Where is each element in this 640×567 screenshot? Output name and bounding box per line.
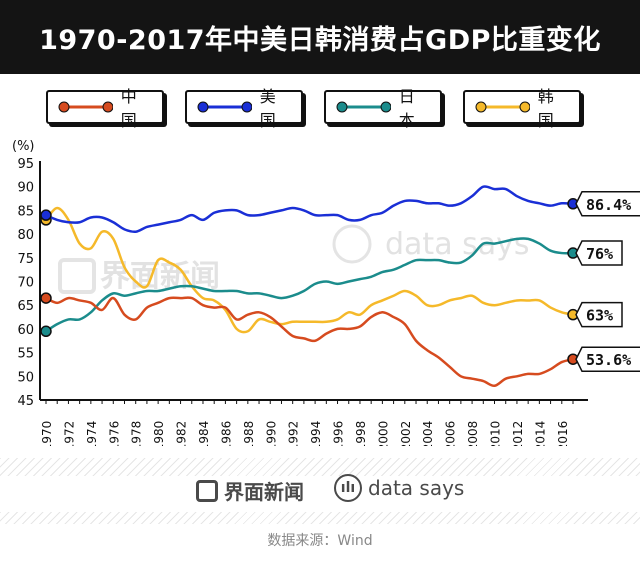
x-tick-label: 1982	[175, 421, 189, 446]
jiemian-logo-icon	[196, 479, 218, 502]
divider-hatch	[0, 458, 640, 476]
x-tick-label: 2000	[376, 421, 390, 446]
x-tick-label: 1986	[219, 421, 233, 446]
legend-line-icon	[58, 101, 113, 113]
y-tick-label: 55	[17, 347, 34, 362]
datasays-logo: ılı data says	[334, 474, 464, 502]
x-tick-label: 1974	[85, 421, 99, 446]
chart-title: 1970-2017年中美日韩消费占GDP比重变化	[0, 0, 640, 74]
y-tick-label: 60	[17, 323, 34, 338]
legend-item-japan: 日本	[324, 87, 442, 130]
legend-label: 美国	[259, 87, 276, 130]
series-start-marker	[40, 292, 52, 304]
end-value-label: 86.4%	[586, 196, 631, 214]
end-value-label: 53.6%	[586, 351, 631, 369]
x-tick-label: 2008	[466, 421, 480, 446]
watermark-text: data says	[385, 227, 530, 262]
divider-hatch	[0, 512, 640, 524]
legend-item-usa: 美国	[185, 87, 303, 130]
y-tick-label: 65	[17, 299, 34, 314]
series-line-1	[44, 185, 575, 234]
x-tick-label: 1992	[287, 421, 301, 446]
legend-label: 中国	[120, 87, 137, 130]
series-line-3	[44, 206, 575, 334]
jiemian-logo-text: 界面新闻	[224, 480, 304, 504]
y-tick-label: 95	[17, 157, 34, 172]
legend-label: 韩国	[537, 87, 554, 130]
end-label-box	[575, 301, 623, 328]
datasays-logo-icon: ılı	[334, 474, 362, 502]
end-value-label: 76%	[586, 245, 613, 263]
x-tick-label: 1980	[152, 421, 166, 446]
series-start-marker	[40, 325, 52, 338]
y-tick-label: 75	[17, 252, 34, 267]
datasays-logo-text: data says	[368, 476, 465, 500]
x-tick-label: 1972	[62, 421, 76, 446]
legend-line-icon	[475, 101, 530, 113]
jiemian-logo: 界面新闻	[196, 476, 304, 505]
watermark-logo-icon	[58, 258, 96, 294]
x-tick-label: 1990	[264, 421, 278, 446]
x-tick-label: 1996	[332, 421, 346, 446]
legend-item-china: 中国	[46, 87, 164, 130]
end-label-box	[575, 346, 640, 372]
y-tick-label: 70	[17, 276, 34, 291]
x-tick-label: 2012	[511, 421, 525, 446]
watermark-logo-icon	[332, 224, 372, 264]
x-tick-label: 1978	[130, 421, 144, 446]
y-tick-label: 45	[17, 394, 34, 409]
source-note: 数据来源：Wind	[267, 533, 373, 549]
series-line-0	[44, 296, 575, 388]
x-tick-label: 1998	[354, 421, 368, 446]
legend-label: 日本	[398, 87, 415, 130]
x-tick-label: 2002	[399, 421, 413, 446]
x-tick-label: 2014	[533, 421, 547, 446]
x-tick-label: 1994	[309, 421, 323, 446]
y-tick-label: 80	[17, 228, 34, 243]
x-tick-label: 1970	[40, 421, 54, 446]
legend-line-icon	[336, 101, 391, 113]
end-value-label: 63%	[586, 307, 613, 325]
series-start-marker	[40, 209, 52, 221]
x-tick-label: 1976	[107, 421, 121, 446]
y-tick-label: 85	[17, 204, 34, 219]
legend-item-korea: 韩国	[463, 87, 581, 130]
y-axis-label: (%)	[12, 139, 35, 154]
y-tick-label: 50	[17, 370, 34, 385]
line-chart: data says界面新闻(%)455055606570758085909519…	[12, 139, 640, 446]
footer-logos: 界面新闻 ılı data says	[0, 470, 640, 510]
series-line-2	[44, 237, 575, 333]
x-tick-label: 2004	[421, 421, 435, 446]
end-label-box	[575, 191, 640, 217]
x-tick-label: 1988	[242, 421, 256, 446]
x-tick-label: 2010	[489, 421, 503, 446]
legend-line-icon	[197, 101, 252, 113]
x-tick-label: 2006	[444, 421, 458, 446]
x-tick-label: 2016	[556, 421, 570, 446]
end-label-box	[575, 240, 623, 266]
y-tick-label: 90	[17, 181, 34, 196]
x-tick-label: 1984	[197, 421, 211, 446]
